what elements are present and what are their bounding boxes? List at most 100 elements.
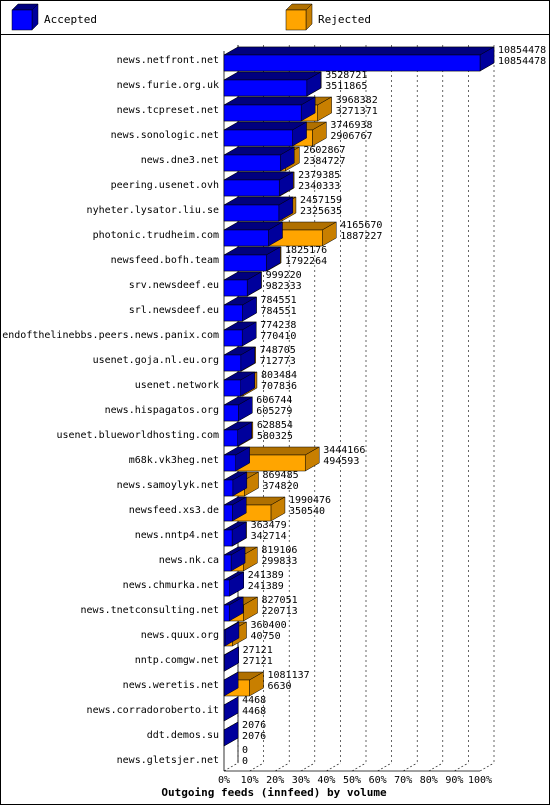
x-tick-label: 100%: [468, 775, 492, 786]
bar-accepted: [223, 721, 239, 747]
value-label-offered: 2457159: [300, 195, 342, 206]
value-label-accepted: 40750: [250, 631, 280, 642]
gridline-floor: [351, 762, 367, 772]
bar-row: [223, 546, 259, 572]
category-label: news.nntp4.net: [135, 530, 219, 541]
value-label-accepted: 1887227: [340, 231, 382, 242]
bar-row: [223, 696, 240, 722]
bar-row: [223, 71, 323, 97]
bar-accepted: [223, 121, 308, 147]
legend-label-rejected: Rejected: [318, 13, 371, 26]
bar-row: [223, 446, 321, 472]
value-label-accepted: 2384727: [303, 156, 345, 167]
x-tick-label: 60%: [369, 775, 387, 786]
value-label-offered: 748705: [260, 345, 296, 356]
bar-accepted: [223, 421, 253, 447]
bar-row: [223, 146, 301, 172]
bar-accepted: [223, 346, 256, 372]
bar-accepted: [223, 271, 263, 297]
category-label: news.gletsjer.net: [117, 755, 219, 766]
value-label-offered: 3444166: [323, 445, 365, 456]
bar-accepted: [223, 371, 256, 397]
bar-row: [223, 721, 239, 747]
value-label-accepted: 220713: [262, 606, 298, 617]
legend: Accepted Rejected: [0, 0, 550, 35]
x-tick-label: 70%: [394, 775, 412, 786]
value-label-offered: 241389: [248, 570, 284, 581]
bar-accepted: [223, 546, 247, 572]
value-label-offered: 1825176: [285, 245, 327, 256]
value-label-offered: 2379385: [298, 170, 340, 181]
value-label-accepted: 350540: [289, 506, 325, 517]
category-label: nntp.comgw.net: [135, 655, 219, 666]
value-label-offered: 803484: [261, 370, 297, 381]
category-label: news.tnetconsulting.net: [81, 605, 219, 616]
bar-accepted: [223, 446, 251, 472]
category-label: newsfeed.xs3.de: [129, 505, 219, 516]
value-label-offered: 774238: [260, 320, 296, 331]
bar-accepted: [223, 246, 282, 272]
bar-row: [223, 621, 248, 647]
bar-row: [223, 96, 333, 122]
bar-accepted: [223, 146, 296, 172]
category-label: news.hispagatos.org: [105, 405, 219, 416]
value-label-accepted: 580325: [257, 431, 293, 442]
bar-row: [223, 521, 248, 547]
bars: [223, 46, 495, 747]
value-label-offered: 869485: [263, 470, 299, 481]
value-label-accepted: 241389: [248, 581, 284, 592]
value-label-offered: 606744: [256, 395, 292, 406]
legend-swatch-rejected: [285, 3, 313, 31]
value-label-offered: 999220: [266, 270, 302, 281]
bar-row: [223, 571, 245, 597]
x-tick-label: 20%: [266, 775, 284, 786]
bar-accepted: [223, 96, 317, 122]
bar-row: [223, 371, 258, 397]
bar-row: [223, 321, 258, 347]
bar-accepted: [223, 171, 295, 197]
bar-row: [223, 296, 258, 322]
x-tick-label: 40%: [317, 775, 335, 786]
value-label-accepted: 342714: [251, 531, 287, 542]
bar-row: [223, 421, 254, 447]
x-axis: 0% 10% 20% 30% 40% 50% 60% 70% 80% 90% 100%: [218, 775, 492, 786]
category-label: news.furie.org.uk: [117, 80, 219, 91]
value-label-offered: 27121: [243, 645, 273, 656]
value-label-offered: 2076: [242, 720, 266, 731]
gridline-floor: [249, 762, 264, 772]
bar-accepted: [223, 221, 284, 247]
bar-row: [223, 671, 265, 697]
value-label-accepted: 494593: [323, 456, 359, 467]
value-label-offered: 3746938: [330, 120, 372, 131]
category-labels: news.netfront.net news.furie.org.uk news.t…: [2, 55, 219, 766]
category-label: ddt.demos.su: [147, 730, 219, 741]
bar-accepted: [223, 296, 258, 322]
bar-row: [223, 596, 259, 622]
value-label-offered: 819106: [261, 545, 297, 556]
gridline-floor: [377, 762, 392, 772]
x-tick-label: 0%: [218, 775, 230, 786]
category-label: m68k.vk3heg.net: [129, 455, 219, 466]
bar-accepted: [223, 646, 240, 672]
category-label: photonic.trudheim.com: [93, 230, 219, 241]
gridline-floor: [326, 762, 341, 772]
value-label-offered: 360400: [250, 620, 286, 631]
bar-row: [223, 496, 286, 522]
value-label-accepted: 3511865: [325, 81, 367, 92]
value-label-accepted: 3271371: [336, 106, 378, 117]
value-label-accepted: 2325635: [300, 206, 342, 217]
category-label: news.samoylyk.net: [117, 480, 219, 491]
category-label: news.quux.org: [141, 630, 219, 641]
value-label-offered: 1081137: [267, 670, 309, 681]
category-label: usenet.blueworldhosting.com: [56, 430, 219, 441]
value-label-accepted: 299833: [261, 556, 297, 567]
value-label-accepted: 6630: [267, 681, 291, 692]
x-tick-label: 90%: [445, 775, 463, 786]
bar-accepted: [223, 396, 254, 422]
value-label-accepted: 712773: [260, 356, 296, 367]
bar-row: [223, 646, 240, 672]
value-label-accepted: 982333: [266, 281, 302, 292]
value-label-accepted: 770410: [260, 331, 296, 342]
value-label-accepted: 1792264: [285, 256, 327, 267]
